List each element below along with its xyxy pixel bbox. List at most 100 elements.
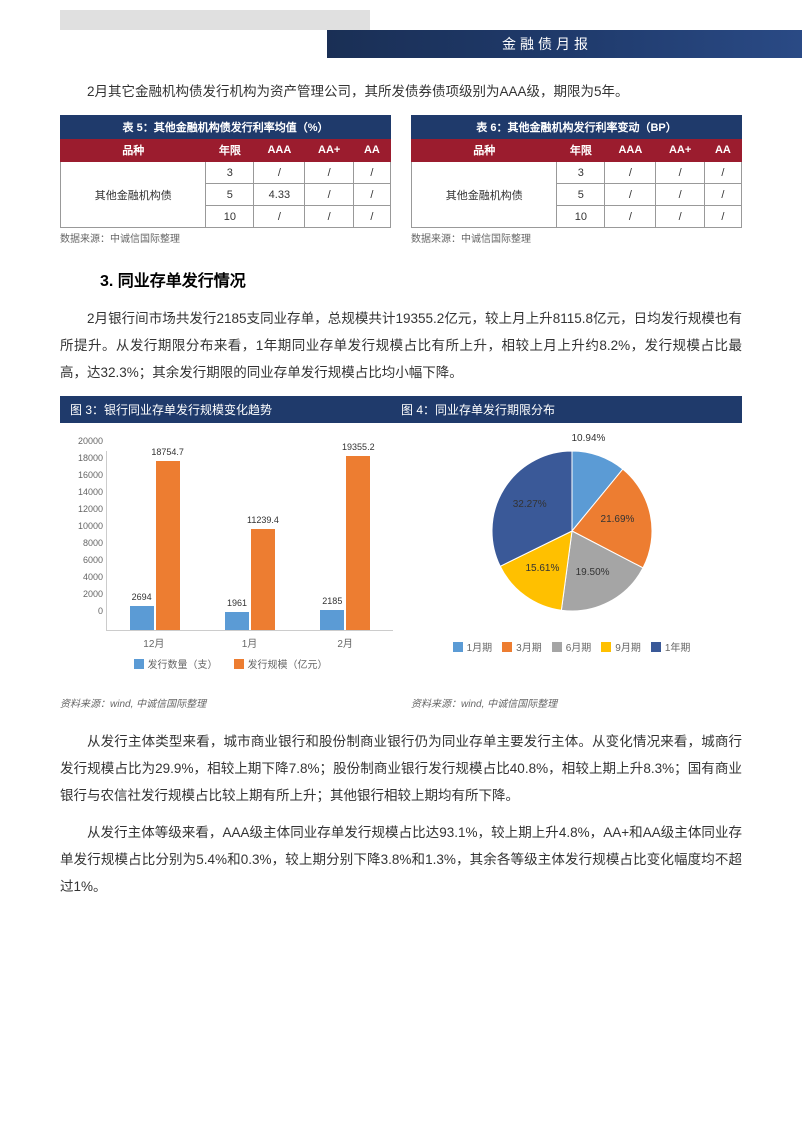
t6r2c3: / — [704, 206, 741, 228]
bar: 18754.7 — [156, 461, 180, 630]
bar-value-label: 19355.2 — [342, 442, 375, 452]
t5r1c2: / — [305, 184, 353, 206]
legend-label: 3月期 — [516, 639, 542, 654]
legend-label: 发行规模（亿元） — [248, 656, 328, 671]
chart4-title: 图 4：同业存单发行期限分布 — [401, 401, 732, 418]
t6r1c2: / — [656, 184, 704, 206]
table5: 表 5：其他金融机构债发行利率均值（%） 品种 年限 AAA AA+ AA 其他… — [60, 115, 391, 228]
legend-label: 发行数量（支） — [148, 656, 218, 671]
chart-sources: 资料来源：wind, 中诚信国际整理 资料来源：wind, 中诚信国际整理 — [60, 695, 742, 710]
t6r1c0: 5 — [557, 184, 605, 206]
bar-x-labels: 12月1月2月 — [106, 635, 393, 650]
bar-group: 196111239.4 — [210, 529, 290, 630]
bar-plot-area: 269418754.7196111239.4218519355.2 — [106, 451, 393, 631]
legend-label: 6月期 — [566, 639, 592, 654]
t5r2c3: / — [353, 206, 390, 228]
t5r1c3: / — [353, 184, 390, 206]
table6-title: 表 6：其他金融机构发行利率变动（BP） — [412, 116, 742, 139]
legend-color-icon — [651, 642, 661, 652]
legend-label: 9月期 — [615, 639, 641, 654]
bar: 1961 — [225, 612, 249, 630]
bar-value-label: 1961 — [227, 598, 247, 608]
bar-group: 269418754.7 — [115, 461, 195, 630]
bar-y-axis: 0200040006000800010000120001400016000180… — [68, 431, 103, 611]
chart3-source: 资料来源：wind, 中诚信国际整理 — [60, 695, 391, 710]
t6r0c2: / — [656, 162, 704, 184]
t6r0c1: / — [605, 162, 656, 184]
t6r0c0: 3 — [557, 162, 605, 184]
pie-chart: 10.94%21.69%19.50%15.61%32.27% — [472, 431, 672, 631]
t5r0c3: / — [353, 162, 390, 184]
t6r0c3: / — [704, 162, 741, 184]
bar-value-label: 2185 — [322, 596, 342, 606]
table6-col0: 品种 — [412, 139, 557, 162]
legend-label: 1年期 — [665, 639, 691, 654]
bar: 2185 — [320, 610, 344, 630]
table6: 表 6：其他金融机构发行利率变动（BP） 品种 年限 AAA AA+ AA 其他… — [411, 115, 742, 228]
table5-block: 表 5：其他金融机构债发行利率均值（%） 品种 年限 AAA AA+ AA 其他… — [60, 115, 391, 245]
legend-color-icon — [234, 659, 244, 669]
table5-col2: AAA — [254, 139, 305, 162]
pie-slice-label: 19.50% — [576, 567, 610, 578]
header-blue-bar: 金融债月报 — [327, 30, 802, 58]
legend-color-icon — [453, 642, 463, 652]
legend-color-icon — [552, 642, 562, 652]
table6-col3: AA+ — [656, 139, 704, 162]
t5r1c0: 5 — [206, 184, 254, 206]
legend-item: 发行数量（支） — [134, 656, 218, 671]
legend-label: 1月期 — [467, 639, 493, 654]
table5-title: 表 5：其他金融机构债发行利率均值（%） — [61, 116, 391, 139]
bar-value-label: 11239.4 — [247, 515, 279, 525]
table5-col1: 年限 — [206, 139, 254, 162]
legend-item: 1月期 — [453, 639, 493, 654]
legend-item: 3月期 — [502, 639, 542, 654]
t5r0c2: / — [305, 162, 353, 184]
t5r2c2: / — [305, 206, 353, 228]
paragraph-3: 从发行主体类型来看，城市商业银行和股份制商业银行仍为同业存单主要发行主体。从变化… — [60, 728, 742, 809]
section-3-heading: 3. 同业存单发行情况 — [100, 267, 742, 291]
tables-row: 表 5：其他金融机构债发行利率均值（%） 品种 年限 AAA AA+ AA 其他… — [60, 115, 742, 245]
pie-svg — [472, 431, 672, 631]
table6-col1: 年限 — [557, 139, 605, 162]
table5-rowlabel: 其他金融机构债 — [61, 162, 206, 228]
table5-col3: AA+ — [305, 139, 353, 162]
header-title: 金融债月报 — [502, 34, 592, 54]
table5-col0: 品种 — [61, 139, 206, 162]
bar-value-label: 2694 — [132, 592, 152, 602]
table6-col4: AA — [704, 139, 741, 162]
chart3-panel: 0200040006000800010000120001400016000180… — [60, 423, 401, 693]
bar: 2694 — [130, 606, 154, 630]
t6r2c2: / — [656, 206, 704, 228]
legend-item: 9月期 — [601, 639, 641, 654]
table6-col2: AAA — [605, 139, 656, 162]
legend-item: 6月期 — [552, 639, 592, 654]
x-category-label: 1月 — [209, 635, 289, 650]
bar-group: 218519355.2 — [305, 456, 385, 630]
page-container: 金融债月报 2月其它金融机构债发行机构为资产管理公司，其所发债券债项级别为AAA… — [0, 0, 802, 950]
t6r2c1: / — [605, 206, 656, 228]
table5-col4: AA — [353, 139, 390, 162]
t6r1c1: / — [605, 184, 656, 206]
bar-legend: 发行数量（支） 发行规模（亿元） — [68, 656, 393, 671]
x-category-label: 2月 — [305, 635, 385, 650]
pie-slice-label: 10.94% — [572, 433, 606, 444]
pie-wrap: 10.94%21.69%19.50%15.61%32.27% 1月期3月期6月期… — [409, 431, 734, 654]
pie-slice-label: 15.61% — [525, 563, 559, 574]
chart4-source: 资料来源：wind, 中诚信国际整理 — [411, 695, 742, 710]
legend-item: 发行规模（亿元） — [234, 656, 328, 671]
bar-value-label: 18754.7 — [151, 447, 184, 457]
t5r2c1: / — [254, 206, 305, 228]
charts-header: 图 3：银行同业存单发行规模变化趋势 图 4：同业存单发行期限分布 — [60, 396, 742, 423]
bar-chart: 0200040006000800010000120001400016000180… — [68, 431, 393, 631]
legend-color-icon — [502, 642, 512, 652]
charts-row: 0200040006000800010000120001400016000180… — [60, 423, 742, 693]
table6-source: 数据来源：中诚信国际整理 — [411, 230, 742, 245]
t5r0c1: / — [254, 162, 305, 184]
legend-color-icon — [134, 659, 144, 669]
table5-source: 数据来源：中诚信国际整理 — [60, 230, 391, 245]
paragraph-intro: 2月其它金融机构债发行机构为资产管理公司，其所发债券债项级别为AAA级，期限为5… — [60, 78, 742, 105]
t6r1c3: / — [704, 184, 741, 206]
table6-rowlabel: 其他金融机构债 — [412, 162, 557, 228]
t5r2c0: 10 — [206, 206, 254, 228]
legend-item: 1年期 — [651, 639, 691, 654]
